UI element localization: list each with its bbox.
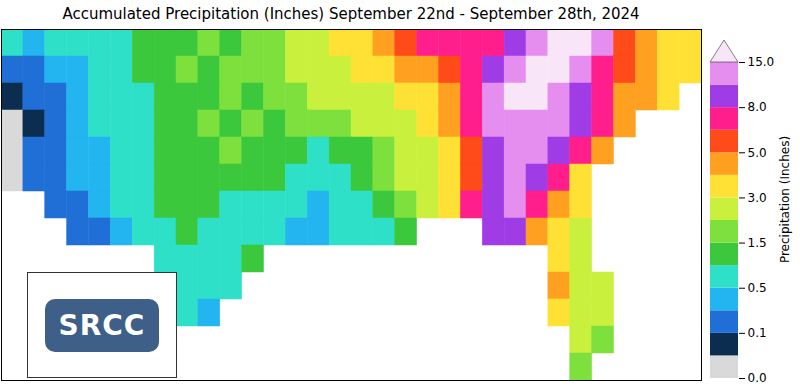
svg-text:0.0: 0.0 — [748, 371, 767, 385]
svg-text:0.5: 0.5 — [748, 281, 767, 295]
svg-text:0.1: 0.1 — [748, 326, 767, 340]
svg-text:Precipitation (Inches): Precipitation (Inches) — [778, 136, 792, 263]
svg-text:1.5: 1.5 — [748, 236, 767, 250]
svg-text:8.0: 8.0 — [748, 100, 767, 114]
html-text:SRCC: SRCC — [58, 308, 146, 342]
svg-text:15.0: 15.0 — [748, 55, 775, 69]
svg-text:5.0: 5.0 — [748, 146, 767, 160]
html-text:Accumulated Precipitation (Inc: Accumulated Precipitation (Inches) Septe… — [62, 5, 640, 23]
svg-text:3.0: 3.0 — [748, 191, 767, 205]
